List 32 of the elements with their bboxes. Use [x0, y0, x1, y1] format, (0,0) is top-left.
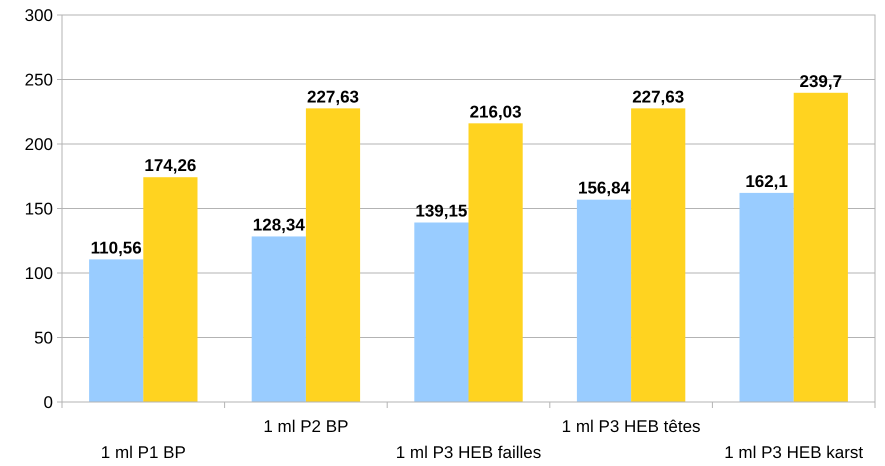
data-label: 239,7: [800, 72, 842, 91]
bar: [740, 192, 794, 402]
y-tick-label: 50: [34, 328, 53, 348]
data-label: 162,1: [745, 172, 788, 191]
bar: [414, 222, 468, 402]
bar: [306, 108, 360, 402]
data-label: 174,26: [144, 156, 196, 176]
bar: [576, 200, 632, 402]
x-tick-label: 1 ml P3 HEB failles: [396, 443, 542, 462]
x-tick-label: 1 ml P2 BP: [263, 417, 348, 436]
bar: [631, 108, 686, 402]
y-tick-label: 100: [24, 264, 53, 283]
y-tick-label: 250: [24, 70, 53, 90]
data-label: 156,84: [578, 178, 631, 198]
x-tick-label: 1 ml P1 BP: [100, 443, 186, 462]
data-label: 227,63: [307, 87, 359, 106]
bar: [468, 123, 523, 402]
bar: [89, 259, 144, 402]
x-tick-label: 1 ml P3 HEB têtes: [562, 417, 701, 436]
y-tick-label: 300: [24, 6, 53, 25]
bar: [252, 236, 306, 402]
data-label: 139,15: [415, 201, 468, 220]
x-tick-label: 1 ml P3 HEB karst: [724, 443, 864, 462]
data-label: 227,63: [632, 87, 684, 106]
data-label: 128,34: [252, 215, 306, 234]
bar: [794, 92, 848, 402]
data-label: 110,56: [90, 238, 142, 258]
y-tick-label: 200: [24, 134, 53, 154]
data-label: 216,03: [470, 102, 522, 122]
y-tick-label: 0: [44, 392, 53, 412]
bar: [143, 177, 198, 402]
y-tick-label: 150: [24, 199, 53, 218]
